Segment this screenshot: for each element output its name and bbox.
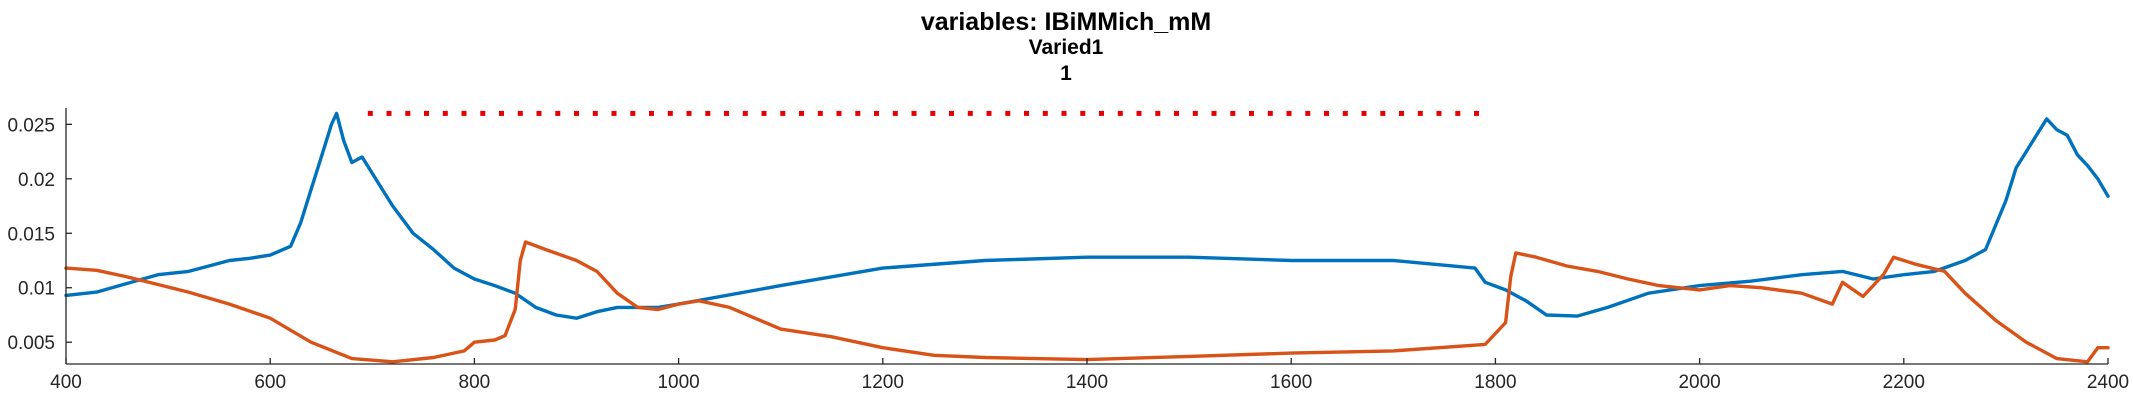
series-3-marker: [442, 110, 448, 116]
series-3-marker: [1342, 110, 1348, 116]
x-tick-label: 2400: [2087, 372, 2129, 393]
series-3-marker: [630, 110, 636, 116]
x-tick-label: 1200: [862, 372, 904, 393]
series-3-marker: [517, 110, 523, 116]
series-3-marker: [874, 110, 879, 116]
series-3-marker: [1436, 110, 1442, 116]
series-3-marker: [967, 110, 973, 116]
series-3-marker: [930, 110, 936, 116]
x-tick-label: 800: [459, 372, 491, 393]
series-3-marker: [1324, 110, 1329, 116]
series-3-marker: [1080, 110, 1086, 116]
series-3-marker: [649, 110, 654, 116]
series-3-marker: [1174, 110, 1179, 116]
series-3-marker: [892, 110, 898, 116]
series-3-marker: [1417, 110, 1423, 116]
series-3-marker: [555, 110, 561, 116]
x-tick-label: 2200: [1883, 372, 1925, 393]
series-3-marker: [480, 110, 486, 116]
series-3-marker: [1099, 110, 1104, 116]
series-3-marker: [574, 110, 579, 116]
y-axis: 0.005 0.01 0.015 0.02 0.025: [7, 108, 72, 364]
series-3-marker: [1249, 110, 1254, 116]
series-3-marker: [611, 110, 617, 116]
chart-subtitle: Varied1: [1029, 36, 1104, 59]
series-3-marker: [949, 110, 954, 116]
series-3-marker: [536, 110, 542, 116]
series-3-marker: [1136, 110, 1142, 116]
series-3-marker: [911, 110, 917, 116]
x-tick-label: 600: [254, 372, 286, 393]
series-3-marker: [1005, 110, 1011, 116]
series-3-marker: [1192, 110, 1198, 116]
series-3-marker: [742, 110, 748, 116]
series-3-marker: [367, 110, 373, 116]
series-3-marker: [1117, 110, 1123, 116]
series-3-marker: [1305, 110, 1311, 116]
series-3-marker: [424, 110, 429, 116]
series-3-marker: [1211, 110, 1217, 116]
series-3-marker: [386, 110, 392, 116]
series-3-marker: [1455, 110, 1461, 116]
series-3-marker: [1399, 110, 1404, 116]
series-3-marker: [1267, 110, 1273, 116]
series-3-marker: [1155, 110, 1161, 116]
series-3-marker: [817, 110, 823, 116]
series-3-marker: [799, 110, 804, 116]
series-3-marker: [1042, 110, 1048, 116]
chart-subtitle-2: 1: [1060, 62, 1072, 85]
x-tick-label: 1000: [657, 372, 699, 393]
x-tick-label: 1400: [1066, 372, 1108, 393]
series-3-marker: [761, 110, 767, 116]
series-3-marker: [836, 110, 842, 116]
series-3-marker: [499, 110, 504, 116]
series-layer: [64, 110, 2110, 364]
series-3: [367, 110, 1479, 116]
y-tick-label: 0.005: [7, 333, 55, 354]
series-3-marker: [1024, 110, 1029, 116]
series-3-marker: [705, 110, 711, 116]
series-3-marker: [1380, 110, 1386, 116]
x-tick-label: 400: [50, 372, 82, 393]
series-3-marker: [1474, 110, 1479, 116]
series-3-marker: [780, 110, 786, 116]
x-tick-label: 1600: [1270, 372, 1312, 393]
series-3-marker: [1061, 110, 1067, 116]
series-2-line: [64, 240, 2110, 364]
series-3-marker: [461, 110, 467, 116]
series-3-marker: [724, 110, 729, 116]
series-3-marker: [686, 110, 692, 116]
series-3-marker: [592, 110, 598, 116]
series-1-line: [64, 111, 2110, 320]
y-tick-label: 0.025: [7, 115, 55, 136]
x-axis: 400 600 800 1000 1200 1400 1600 1800 2000 2200 240…: [50, 358, 2129, 393]
x-tick-label: 2000: [1678, 372, 1720, 393]
series-3-marker: [1361, 110, 1367, 116]
series-3-marker: [667, 110, 673, 116]
series-3-marker: [855, 110, 861, 116]
y-tick-label: 0.015: [7, 224, 55, 245]
chart-title: variables: IBiMMich_mM: [921, 8, 1211, 36]
y-tick-label: 0.01: [18, 279, 55, 300]
series-3-marker: [405, 110, 411, 116]
series-3-marker: [986, 110, 992, 116]
y-tick-label: 0.02: [18, 170, 55, 191]
series-3-marker: [1230, 110, 1236, 116]
series-3-marker: [1286, 110, 1292, 116]
x-tick-label: 1800: [1474, 372, 1516, 393]
